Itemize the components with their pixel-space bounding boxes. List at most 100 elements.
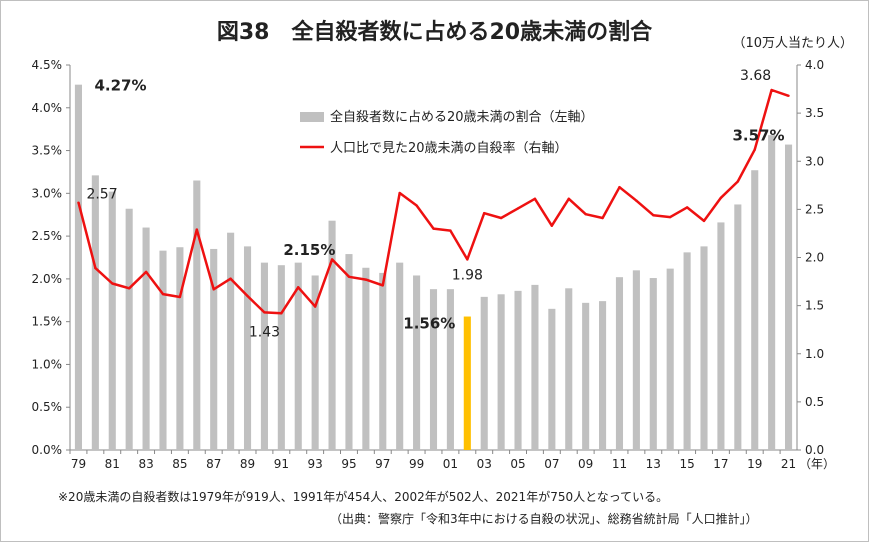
line-point: [533, 197, 537, 200]
data-label: 3.68: [740, 68, 771, 84]
line-point: [161, 292, 165, 296]
bar: [463, 316, 471, 450]
line-point: [364, 278, 368, 281]
line-point: [719, 196, 723, 200]
legend-bar-label: 全自殺者数に占める20歳未満の割合（左軸）: [330, 109, 594, 125]
left-tick-label: 0.5%: [32, 400, 63, 414]
x-tick-label: 81: [105, 457, 120, 471]
bar: [666, 268, 674, 450]
line-point: [770, 88, 773, 92]
bar: [243, 246, 252, 450]
x-tick-label: 19: [747, 457, 762, 471]
bar: [784, 144, 793, 451]
bar: [142, 227, 150, 450]
line-point: [212, 288, 215, 291]
line-point: [601, 216, 604, 220]
line-point: [398, 191, 401, 195]
right-tick-label: 1.5: [805, 299, 824, 313]
x-tick-label: 79: [71, 457, 86, 471]
data-label: 1.56%: [403, 315, 455, 333]
bar: [159, 250, 167, 450]
line-point: [466, 258, 469, 261]
data-label: 4.27%: [94, 77, 146, 95]
line-point: [313, 305, 317, 308]
bar: [108, 191, 116, 450]
left-tick-label: 2.0%: [32, 272, 63, 286]
x-tick-label: 93: [308, 457, 323, 471]
x-tick-label: 07: [544, 457, 559, 471]
line-point: [499, 216, 503, 220]
line-point: [330, 258, 334, 261]
data-label: 1.98: [452, 267, 483, 283]
bar: [294, 262, 302, 450]
x-tick-label: 91: [274, 457, 289, 471]
line-point: [702, 219, 706, 223]
bar: [514, 290, 522, 450]
footnote: ※20歳未満の自殺者数は1979年が919人、1991年が454人、2002年が…: [58, 490, 669, 504]
right-axis: 0.0 0.5 1.0 1.5 2.0 2.5 3.0 3.5 4.0: [797, 58, 824, 457]
right-tick-label: 0.0: [805, 443, 824, 457]
bar: [345, 254, 353, 450]
line-point: [297, 286, 300, 289]
left-tick-label: 4.0%: [32, 101, 63, 115]
right-tick-label: 3.5: [805, 106, 824, 120]
line-series: [77, 88, 790, 315]
x-tick-label: 89: [240, 457, 255, 471]
bar: [311, 275, 319, 450]
left-tick-label: 0.0%: [32, 443, 63, 457]
line-point: [432, 227, 435, 230]
x-tick-label: 99: [409, 457, 424, 471]
bar: [599, 301, 607, 450]
bar: [413, 275, 421, 450]
line-point: [415, 204, 418, 207]
line-point: [263, 311, 266, 314]
right-tick-label: 3.0: [805, 154, 824, 168]
line-point: [567, 197, 570, 200]
bar: [328, 220, 336, 450]
line-point: [668, 215, 672, 219]
line-point: [550, 224, 554, 227]
line-point: [144, 270, 148, 274]
bar: [649, 278, 657, 450]
bar: [176, 247, 184, 450]
line-point: [483, 212, 486, 215]
line-point: [652, 213, 655, 217]
bar: [362, 267, 370, 450]
bar: [227, 232, 235, 450]
left-tick-label: 1.5%: [32, 315, 63, 329]
bar: [210, 248, 218, 450]
right-tick-label: 2.5: [805, 202, 824, 216]
bar: [531, 284, 539, 450]
x-tick-label: 95: [341, 457, 356, 471]
bar: [734, 204, 742, 450]
x-tick-label: 17: [713, 457, 728, 471]
data-label: 3.57%: [732, 127, 784, 145]
right-tick-label: 2.0: [805, 251, 824, 265]
bar: [480, 296, 488, 450]
left-tick-label: 4.5%: [32, 58, 63, 72]
line-point: [178, 295, 182, 299]
bar: [497, 294, 505, 450]
left-tick-label: 3.5%: [32, 144, 63, 158]
bar: [193, 180, 201, 450]
line-point: [736, 180, 740, 183]
line-point: [246, 294, 249, 298]
annotations: 4.27% 2.57 2.15% 1.43 1.98 1.56% 3.68 3.57%: [86, 68, 784, 340]
x-tick-label: 13: [646, 457, 661, 471]
bar: [582, 302, 590, 450]
line-point: [516, 207, 520, 210]
bar: [548, 308, 556, 450]
data-label: 1.43: [249, 324, 280, 340]
line-point: [127, 287, 131, 290]
line-point: [787, 94, 790, 98]
bar: [379, 272, 387, 450]
bar: [768, 135, 776, 450]
line-point: [77, 201, 80, 204]
x-axis-unit: （年）: [799, 457, 835, 471]
line-point: [449, 229, 452, 232]
legend: 全自殺者数に占める20歳未満の割合（左軸） 人口比で見た20歳未満の自殺率（右軸）: [300, 109, 594, 156]
line-point: [195, 228, 199, 231]
bar: [615, 277, 624, 450]
right-tick-label: 0.5: [805, 395, 824, 409]
